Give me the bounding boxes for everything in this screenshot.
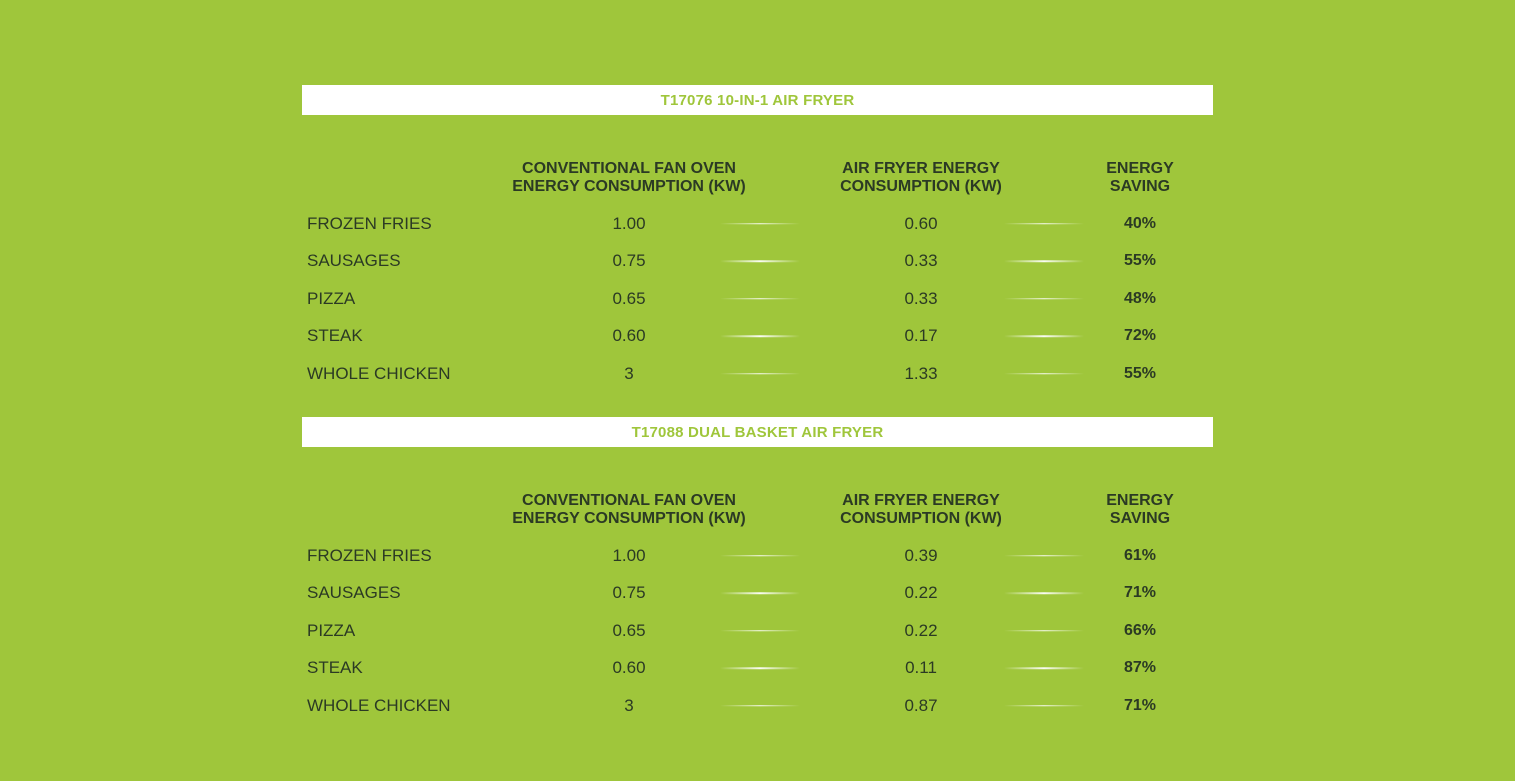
energy-saving-value: 71% — [1123, 584, 1157, 602]
header-conventional-oven: CONVENTIONAL FAN OVEN ENERGY CONSUMPTION… — [512, 160, 745, 196]
header-fryer-line1: AIR FRYER ENERGY — [842, 160, 1000, 177]
header-fryer-line2: CONSUMPTION (KW) — [840, 178, 1002, 195]
fryer-consumption-value: 0.39 — [904, 545, 938, 565]
energy-saving-value: 66% — [1123, 621, 1157, 639]
food-item-label: SAUSAGES — [307, 251, 401, 271]
energy-saving-value: 71% — [1123, 696, 1157, 714]
row-divider-line — [720, 667, 800, 669]
header-fryer-line2: CONSUMPTION (KW) — [840, 510, 1002, 527]
row-divider-line — [720, 705, 800, 707]
table-title: T17076 10-IN-1 AIR FRYER — [660, 91, 855, 109]
fryer-consumption-value: 1.33 — [904, 363, 938, 383]
food-item-label: STEAK — [307, 326, 363, 346]
table-row: SAUSAGES 0.75 0.22 71% — [302, 575, 1213, 613]
table-row: FROZEN FRIES 1.00 0.39 61% — [302, 537, 1213, 575]
fryer-consumption-value: 0.22 — [904, 620, 938, 640]
oven-consumption-value: 0.65 — [612, 620, 646, 640]
row-divider-line — [720, 223, 800, 225]
header-energy-saving: ENERGY SAVING — [1106, 160, 1174, 196]
header-saving-line1: ENERGY — [1106, 492, 1174, 509]
row-divider-line — [1004, 335, 1084, 337]
table-row: STEAK 0.60 0.17 72% — [302, 318, 1213, 356]
table-row: SAUSAGES 0.75 0.33 55% — [302, 243, 1213, 281]
food-item-label: WHOLE CHICKEN — [307, 695, 451, 715]
food-item-label: SAUSAGES — [307, 583, 401, 603]
oven-consumption-value: 0.60 — [612, 326, 646, 346]
row-divider-line — [720, 592, 800, 594]
table-rows: FROZEN FRIES 1.00 0.39 61% SAUSAGES 0.75… — [302, 537, 1213, 725]
row-divider-line — [720, 260, 800, 262]
food-item-label: STEAK — [307, 658, 363, 678]
energy-table-t17088: T17088 DUAL BASKET AIR FRYER CONVENTIONA… — [302, 417, 1213, 725]
row-divider-line — [720, 335, 800, 337]
energy-table-t17076: T17076 10-IN-1 AIR FRYER CONVENTIONAL FA… — [302, 85, 1213, 393]
header-air-fryer: AIR FRYER ENERGY CONSUMPTION (KW) — [840, 492, 1002, 528]
fryer-consumption-value: 0.33 — [904, 288, 938, 308]
header-fryer-line1: AIR FRYER ENERGY — [842, 492, 1000, 509]
oven-consumption-value: 1.00 — [612, 213, 646, 233]
fryer-consumption-value: 0.22 — [904, 583, 938, 603]
energy-saving-value: 48% — [1123, 289, 1157, 307]
food-item-label: PIZZA — [307, 620, 356, 640]
row-divider-line — [1004, 260, 1084, 262]
header-saving-line2: SAVING — [1109, 178, 1171, 195]
fryer-consumption-value: 0.11 — [905, 658, 937, 678]
oven-consumption-value: 0.75 — [612, 583, 646, 603]
header-oven-line2: ENERGY CONSUMPTION (KW) — [512, 510, 746, 527]
header-oven-line1: CONVENTIONAL FAN OVEN — [522, 492, 736, 509]
fryer-consumption-value: 0.33 — [904, 251, 938, 271]
row-divider-line — [1004, 630, 1084, 632]
row-divider-line — [720, 298, 800, 300]
header-saving-line2: SAVING — [1109, 510, 1171, 527]
oven-consumption-value: 3 — [624, 363, 634, 383]
fryer-consumption-value: 0.17 — [904, 326, 938, 346]
oven-consumption-value: 1.00 — [612, 545, 646, 565]
header-oven-line1: CONVENTIONAL FAN OVEN — [522, 160, 736, 177]
table-row: WHOLE CHICKEN 3 0.87 71% — [302, 687, 1213, 725]
energy-saving-value: 72% — [1123, 327, 1157, 345]
fryer-consumption-value: 0.87 — [904, 695, 938, 715]
column-headers: CONVENTIONAL FAN OVEN ENERGY CONSUMPTION… — [302, 115, 1213, 205]
row-divider-line — [720, 630, 800, 632]
energy-saving-value: 61% — [1123, 546, 1157, 564]
header-conventional-oven: CONVENTIONAL FAN OVEN ENERGY CONSUMPTION… — [512, 492, 745, 528]
header-energy-saving: ENERGY SAVING — [1106, 492, 1174, 528]
oven-consumption-value: 3 — [624, 695, 634, 715]
header-saving-line1: ENERGY — [1106, 160, 1174, 177]
row-divider-line — [1004, 667, 1084, 669]
column-headers: CONVENTIONAL FAN OVEN ENERGY CONSUMPTION… — [302, 447, 1213, 537]
oven-consumption-value: 0.60 — [612, 658, 646, 678]
oven-consumption-value: 0.75 — [612, 251, 646, 271]
energy-saving-value: 55% — [1123, 252, 1157, 270]
food-item-label: WHOLE CHICKEN — [307, 363, 451, 383]
table-rows: FROZEN FRIES 1.00 0.60 40% SAUSAGES 0.75… — [302, 205, 1213, 393]
table-title-bar: T17076 10-IN-1 AIR FRYER — [302, 85, 1213, 115]
header-oven-line2: ENERGY CONSUMPTION (KW) — [512, 178, 746, 195]
table-row: FROZEN FRIES 1.00 0.60 40% — [302, 205, 1213, 243]
table-title-bar: T17088 DUAL BASKET AIR FRYER — [302, 417, 1213, 447]
energy-saving-value: 40% — [1123, 214, 1157, 232]
row-divider-line — [1004, 705, 1084, 707]
table-title: T17088 DUAL BASKET AIR FRYER — [631, 423, 884, 441]
table-row: WHOLE CHICKEN 3 1.33 55% — [302, 355, 1213, 393]
row-divider-line — [1004, 555, 1084, 557]
oven-consumption-value: 0.65 — [612, 288, 646, 308]
food-item-label: FROZEN FRIES — [307, 213, 432, 233]
food-item-label: FROZEN FRIES — [307, 545, 432, 565]
table-row: STEAK 0.60 0.11 87% — [302, 650, 1213, 688]
header-air-fryer: AIR FRYER ENERGY CONSUMPTION (KW) — [840, 160, 1002, 196]
row-divider-line — [1004, 373, 1084, 375]
table-row: PIZZA 0.65 0.33 48% — [302, 280, 1213, 318]
row-divider-line — [1004, 298, 1084, 300]
energy-saving-value: 87% — [1123, 659, 1157, 677]
row-divider-line — [1004, 223, 1084, 225]
row-divider-line — [1004, 592, 1084, 594]
row-divider-line — [720, 555, 800, 557]
food-item-label: PIZZA — [307, 288, 356, 308]
table-row: PIZZA 0.65 0.22 66% — [302, 612, 1213, 650]
fryer-consumption-value: 0.60 — [904, 213, 938, 233]
row-divider-line — [720, 373, 800, 375]
energy-saving-value: 55% — [1123, 364, 1157, 382]
